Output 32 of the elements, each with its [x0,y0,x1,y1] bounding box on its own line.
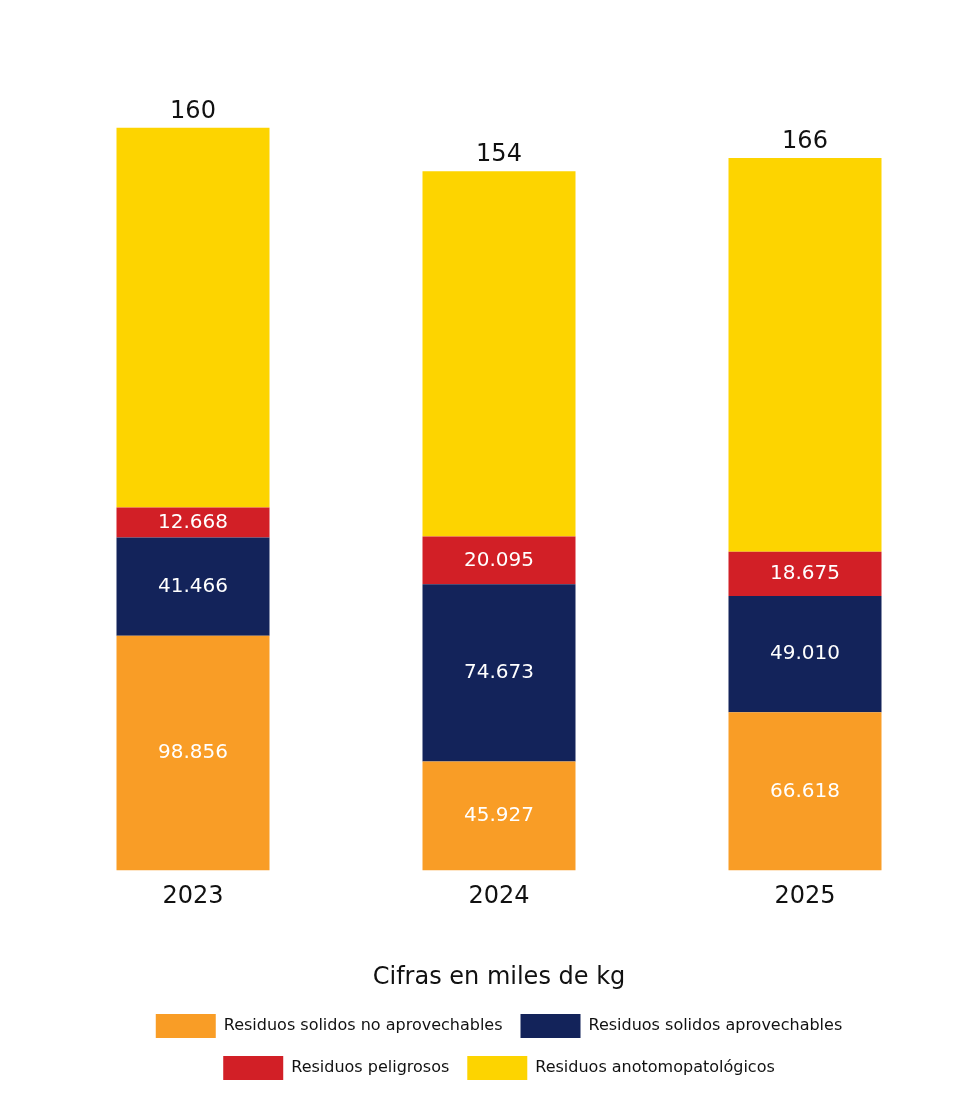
data-label: 166 [782,126,828,155]
legend-label: Residuos solidos no aprovechables [223,1015,503,1035]
legend-label: Residuos anotomopatológicos [535,1057,775,1077]
data-label: 74.673 [464,659,534,684]
x-tick-label: 2025 [774,881,836,910]
x-tick-label: 2024 [468,881,530,910]
legend-label: Residuos solidos aprovechables [588,1015,843,1035]
data-label: 12.668 [158,508,228,533]
bar [116,537,270,636]
data-label: 41.466 [158,572,228,597]
bar [728,157,882,552]
data-label: 18.675 [770,560,840,585]
data-label: 45.927 [464,802,534,827]
legend-label: Residuos peligrosos [291,1057,450,1077]
bar [422,761,576,871]
bar [728,596,882,713]
bar [422,171,576,537]
x-axis-title: Cifras en miles de kg [372,961,626,990]
data-label: 66.618 [770,777,840,802]
data-label: 20.095 [464,546,534,571]
data-label: 49.010 [770,640,840,665]
bar [728,551,882,597]
data-label: 160 [170,96,216,125]
bar [116,507,270,538]
bar [116,635,270,871]
x-tick-label: 2023 [162,881,224,910]
bar [422,584,576,762]
data-label: 154 [476,139,522,168]
bar [116,127,270,508]
data-label: 98.856 [158,739,228,764]
bar [422,536,576,585]
bar [728,712,882,871]
